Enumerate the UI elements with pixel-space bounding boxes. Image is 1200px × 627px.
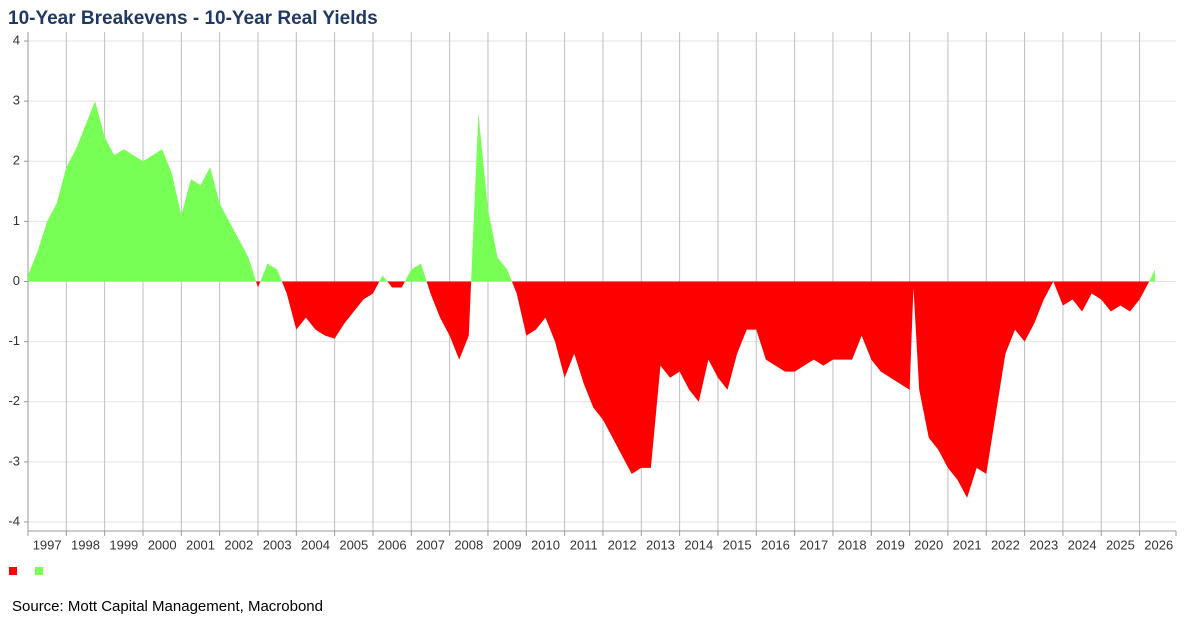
legend-swatch	[9, 567, 17, 575]
y-tick-label: -3	[8, 453, 20, 468]
x-tick-label: 2004	[301, 537, 330, 552]
x-tick-label: 2006	[378, 537, 407, 552]
x-tick-label: 2023	[1029, 537, 1058, 552]
x-tick-label: 2008	[454, 537, 483, 552]
x-tick-label: 2000	[148, 537, 177, 552]
y-tick-label: 0	[13, 273, 20, 288]
x-tick-label: 2002	[224, 537, 253, 552]
x-tick-label: 1998	[71, 537, 100, 552]
x-tick-label: 2015	[723, 537, 752, 552]
x-tick-label: 2001	[186, 537, 215, 552]
x-tick-label: 2018	[838, 537, 867, 552]
x-tick-label: 1997	[33, 537, 62, 552]
x-tick-label: 2003	[263, 537, 292, 552]
x-tick-label: 2026	[1144, 537, 1173, 552]
x-tick-label: 1999	[109, 537, 138, 552]
x-tick-label: 2016	[761, 537, 790, 552]
x-tick-label: 2019	[876, 537, 905, 552]
x-tick-label: 2007	[416, 537, 445, 552]
x-tick-label: 2020	[914, 537, 943, 552]
y-tick-label: 4	[13, 32, 20, 47]
x-tick-label: 2024	[1068, 537, 1097, 552]
legend-swatch	[35, 567, 43, 575]
y-tick-label: -2	[8, 393, 20, 408]
x-tick-label: 2025	[1106, 537, 1135, 552]
y-tick-label: 1	[13, 213, 20, 228]
y-tick-label: 2	[13, 153, 20, 168]
x-tick-label: 2021	[953, 537, 982, 552]
x-tick-label: 2013	[646, 537, 675, 552]
x-tick-label: 2009	[493, 537, 522, 552]
x-tick-label: 2014	[684, 537, 713, 552]
area-negative	[28, 281, 1155, 498]
y-tick-label: -4	[8, 513, 20, 528]
y-tick-label: -1	[8, 333, 20, 348]
x-tick-label: 2022	[991, 537, 1020, 552]
x-tick-label: 2012	[608, 537, 637, 552]
x-tick-label: 2017	[799, 537, 828, 552]
chart-title: 10-Year Breakevens - 10-Year Real Yields	[8, 8, 378, 29]
area-positive	[28, 101, 1155, 282]
x-tick-label: 2011	[570, 537, 598, 552]
source-note: Source: Mott Capital Management, Macrobo…	[12, 598, 323, 615]
y-tick-label: 3	[13, 93, 20, 108]
x-tick-label: 2005	[339, 537, 368, 552]
x-tick-label: 2010	[531, 537, 560, 552]
